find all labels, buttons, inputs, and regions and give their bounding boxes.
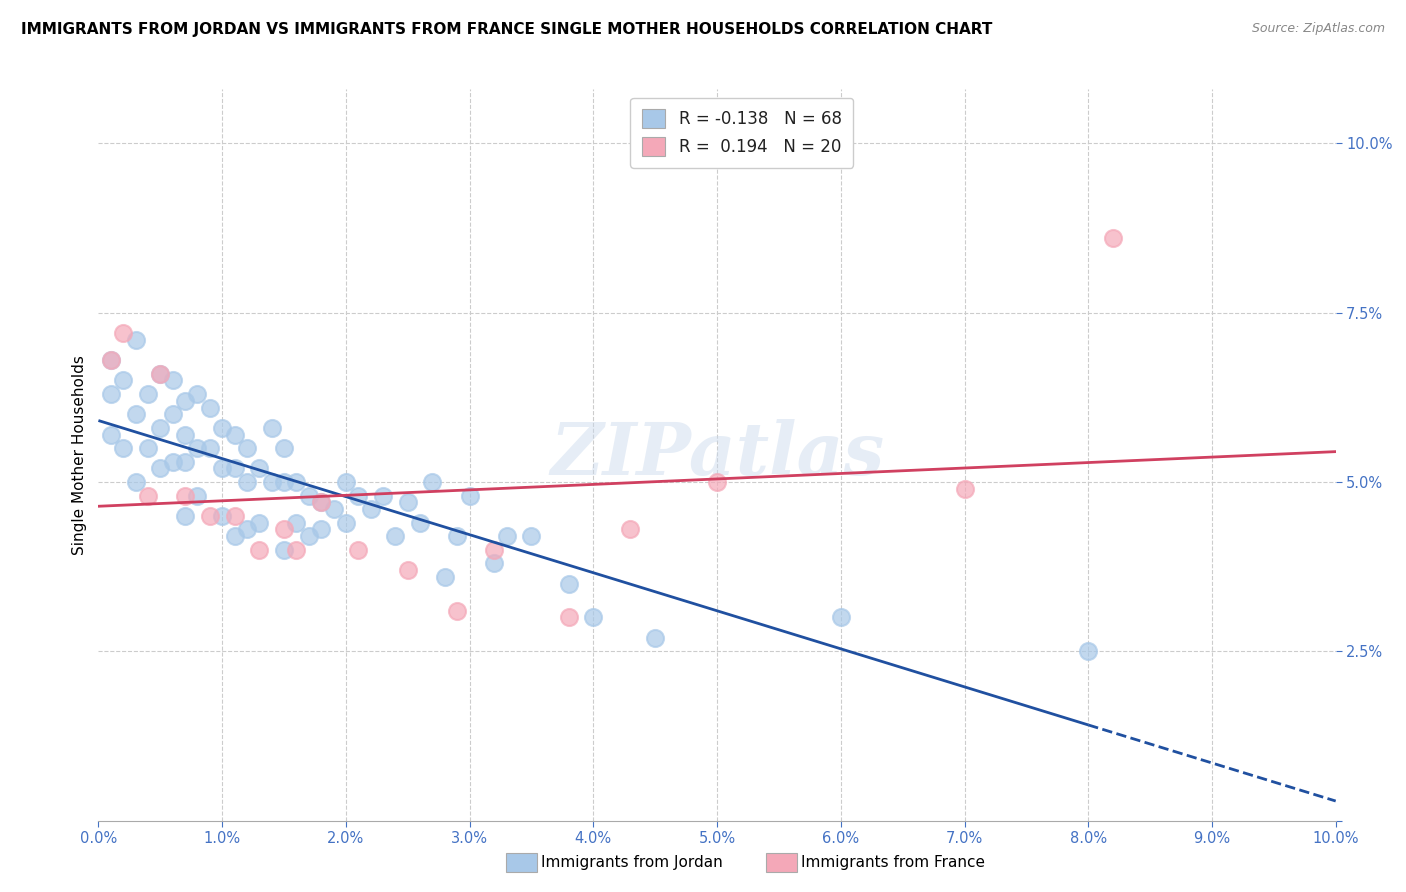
Point [1102, 231, 1125, 245]
Point [446, 529, 468, 543]
Point [211, 508, 233, 523]
Point [384, 529, 406, 543]
Point [149, 367, 172, 381]
Text: IMMIGRANTS FROM JORDAN VS IMMIGRANTS FROM FRANCE SINGLE MOTHER HOUSEHOLDS CORREL: IMMIGRANTS FROM JORDAN VS IMMIGRANTS FRO… [21, 22, 993, 37]
Point [347, 542, 370, 557]
Point [174, 427, 197, 442]
Point [112, 441, 135, 455]
Point [149, 461, 172, 475]
Point [557, 610, 579, 624]
Point [149, 367, 172, 381]
Point [236, 441, 259, 455]
Point [520, 529, 543, 543]
Legend: R = -0.138   N = 68, R =  0.194   N = 20: R = -0.138 N = 68, R = 0.194 N = 20 [630, 97, 853, 168]
Point [495, 529, 517, 543]
Point [100, 353, 122, 368]
Point [830, 610, 852, 624]
Point [322, 502, 344, 516]
Point [112, 373, 135, 387]
Point [347, 489, 370, 503]
Point [273, 441, 295, 455]
Text: Source: ZipAtlas.com: Source: ZipAtlas.com [1251, 22, 1385, 36]
Point [484, 556, 506, 570]
Point [360, 502, 382, 516]
Point [260, 421, 283, 435]
Point [396, 495, 419, 509]
Point [136, 441, 159, 455]
Point [422, 475, 444, 489]
Point [298, 489, 321, 503]
Point [124, 407, 146, 421]
Y-axis label: Single Mother Households: Single Mother Households [72, 355, 87, 555]
Point [112, 326, 135, 340]
Point [224, 427, 246, 442]
Text: Immigrants from France: Immigrants from France [801, 855, 986, 870]
Point [309, 495, 332, 509]
Point [247, 461, 270, 475]
Point [136, 489, 159, 503]
Point [100, 427, 122, 442]
Point [644, 631, 666, 645]
Text: Immigrants from Jordan: Immigrants from Jordan [541, 855, 723, 870]
Point [174, 489, 197, 503]
Point [309, 523, 332, 537]
Point [198, 508, 221, 523]
Point [136, 387, 159, 401]
Point [162, 455, 184, 469]
Point [149, 421, 172, 435]
Point [174, 393, 197, 408]
Point [236, 523, 259, 537]
Point [224, 461, 246, 475]
Point [124, 333, 146, 347]
Point [273, 523, 295, 537]
Point [174, 508, 197, 523]
Point [582, 610, 605, 624]
Point [247, 516, 270, 530]
Point [706, 475, 728, 489]
Point [396, 563, 419, 577]
Point [224, 529, 246, 543]
Point [309, 495, 332, 509]
Point [1077, 644, 1099, 658]
Point [446, 604, 468, 618]
Point [335, 516, 357, 530]
Point [186, 387, 208, 401]
Point [298, 529, 321, 543]
Point [335, 475, 357, 489]
Point [285, 542, 308, 557]
Point [211, 461, 233, 475]
Text: ZIPatlas: ZIPatlas [550, 419, 884, 491]
Point [260, 475, 283, 489]
Point [100, 387, 122, 401]
Point [162, 373, 184, 387]
Point [557, 576, 579, 591]
Point [285, 475, 308, 489]
Point [285, 516, 308, 530]
Point [224, 508, 246, 523]
Point [247, 542, 270, 557]
Point [211, 421, 233, 435]
Point [619, 523, 641, 537]
Point [409, 516, 432, 530]
Point [174, 455, 197, 469]
Point [458, 489, 481, 503]
Point [273, 542, 295, 557]
Point [198, 441, 221, 455]
Point [186, 441, 208, 455]
Point [198, 401, 221, 415]
Point [273, 475, 295, 489]
Point [433, 570, 456, 584]
Point [484, 542, 506, 557]
Point [186, 489, 208, 503]
Point [162, 407, 184, 421]
Point [124, 475, 146, 489]
Point [236, 475, 259, 489]
Point [953, 482, 976, 496]
Point [371, 489, 394, 503]
Point [100, 353, 122, 368]
